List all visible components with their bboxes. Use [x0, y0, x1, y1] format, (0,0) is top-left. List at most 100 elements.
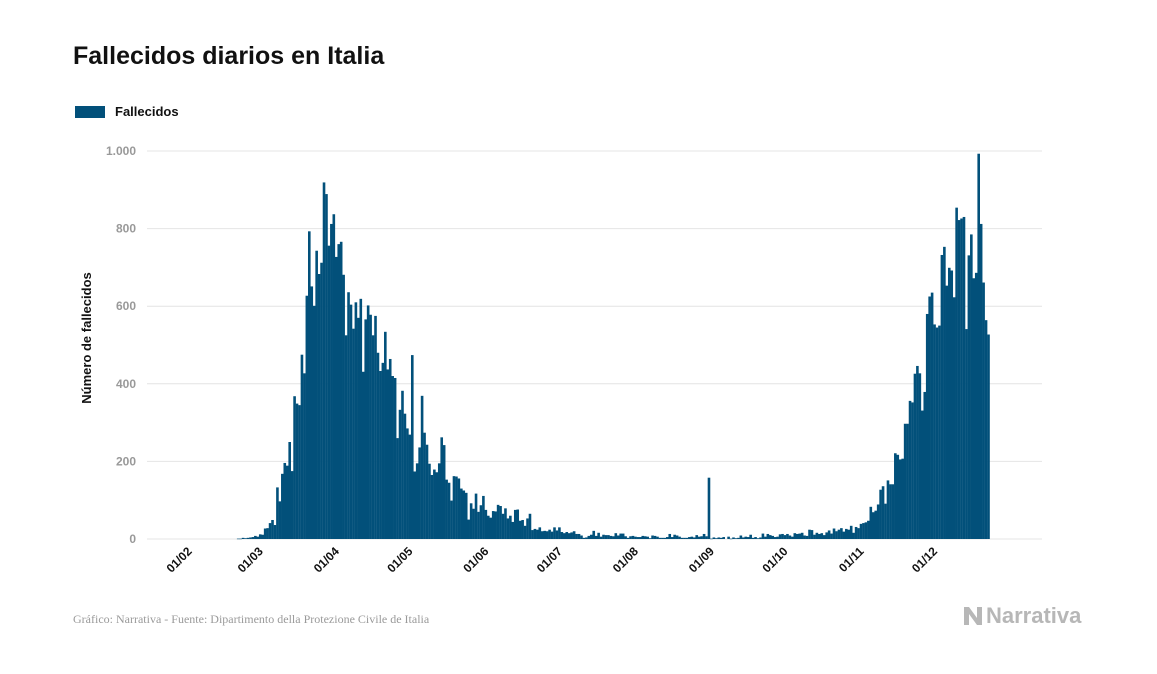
- y-tick-label: 600: [116, 299, 136, 313]
- source-note: Gráfico: Narrativa - Fuente: Dipartiment…: [73, 612, 430, 626]
- bar: [906, 423, 909, 539]
- bar: [935, 327, 939, 539]
- bar: [361, 371, 365, 539]
- bar: [509, 515, 512, 539]
- bar: [303, 373, 306, 539]
- bar: [256, 536, 260, 539]
- bar: [572, 531, 576, 539]
- y-tick-label: 400: [116, 377, 136, 391]
- bar: [504, 508, 507, 539]
- bar: [258, 534, 262, 539]
- bar: [692, 537, 696, 539]
- bar: [982, 282, 985, 539]
- bar: [722, 537, 725, 539]
- bar: [560, 532, 564, 539]
- bar: [668, 533, 672, 539]
- bar: [330, 223, 333, 539]
- bar: [312, 305, 316, 539]
- bar: [764, 536, 767, 539]
- bar: [455, 476, 458, 539]
- bar: [317, 274, 321, 539]
- bar: [320, 262, 323, 539]
- bar: [366, 305, 370, 539]
- bar: [349, 304, 353, 539]
- bar: [563, 533, 566, 539]
- bar: [516, 509, 520, 539]
- bar: [599, 536, 603, 539]
- bar: [295, 403, 299, 539]
- bar: [697, 536, 701, 539]
- bar: [592, 530, 596, 539]
- bar: [261, 534, 265, 539]
- bar: [830, 533, 833, 539]
- bar: [786, 533, 789, 539]
- bar: [634, 536, 637, 539]
- bar: [938, 325, 941, 539]
- bar: [457, 478, 461, 539]
- bar: [491, 511, 495, 539]
- bar: [862, 523, 865, 539]
- bar: [266, 528, 269, 539]
- bar: [960, 218, 963, 539]
- x-tick-label: 01/06: [460, 544, 491, 575]
- bar: [479, 505, 483, 539]
- bar: [589, 534, 593, 539]
- bar: [445, 479, 448, 539]
- bar: [278, 501, 282, 539]
- bar: [460, 488, 463, 539]
- bar: [776, 536, 779, 539]
- bar: [940, 254, 944, 540]
- bar: [768, 535, 772, 539]
- bars: [236, 153, 990, 540]
- bar: [521, 519, 524, 539]
- bar: [538, 527, 542, 539]
- x-tick-label: 01/05: [384, 544, 415, 575]
- bar: [290, 471, 294, 539]
- x-tick-labels: 01/02 01/03 01/04 01/05 01/06 01/07 01/08 01/09…: [164, 544, 941, 575]
- bar: [847, 529, 851, 539]
- bar: [494, 511, 497, 539]
- narrativa-logo: Narrativa: [962, 603, 1081, 629]
- bar: [344, 335, 348, 539]
- bar: [749, 534, 752, 539]
- bar: [342, 274, 345, 539]
- bar: [276, 487, 279, 539]
- bar: [379, 371, 382, 539]
- bar: [857, 528, 860, 539]
- bar: [420, 395, 424, 539]
- bar: [374, 315, 377, 539]
- bar: [923, 391, 927, 539]
- bar: [913, 373, 917, 539]
- legend: Fallecidos: [75, 104, 179, 119]
- bar: [781, 533, 784, 539]
- bar: [415, 463, 419, 539]
- bar: [263, 528, 267, 539]
- x-tick-label: 01/11: [836, 544, 867, 575]
- bar: [467, 519, 470, 539]
- bar: [418, 447, 421, 539]
- bar: [477, 511, 480, 539]
- bar: [577, 533, 581, 539]
- bar: [442, 445, 446, 539]
- bar: [825, 532, 828, 539]
- bar: [251, 537, 255, 539]
- bar: [410, 355, 414, 539]
- bar: [675, 535, 679, 539]
- bar: [896, 454, 900, 539]
- bar: [874, 510, 878, 539]
- bar: [285, 465, 289, 539]
- bar: [482, 495, 485, 539]
- bar: [408, 434, 412, 539]
- bar: [715, 538, 718, 539]
- bar: [898, 459, 902, 539]
- bar: [820, 533, 824, 539]
- bar: [626, 537, 630, 539]
- bar: [678, 536, 681, 539]
- bar: [867, 520, 870, 539]
- bar: [388, 358, 392, 539]
- bar: [558, 527, 561, 539]
- bar: [648, 538, 652, 539]
- bar: [795, 533, 799, 539]
- bar: [474, 493, 478, 539]
